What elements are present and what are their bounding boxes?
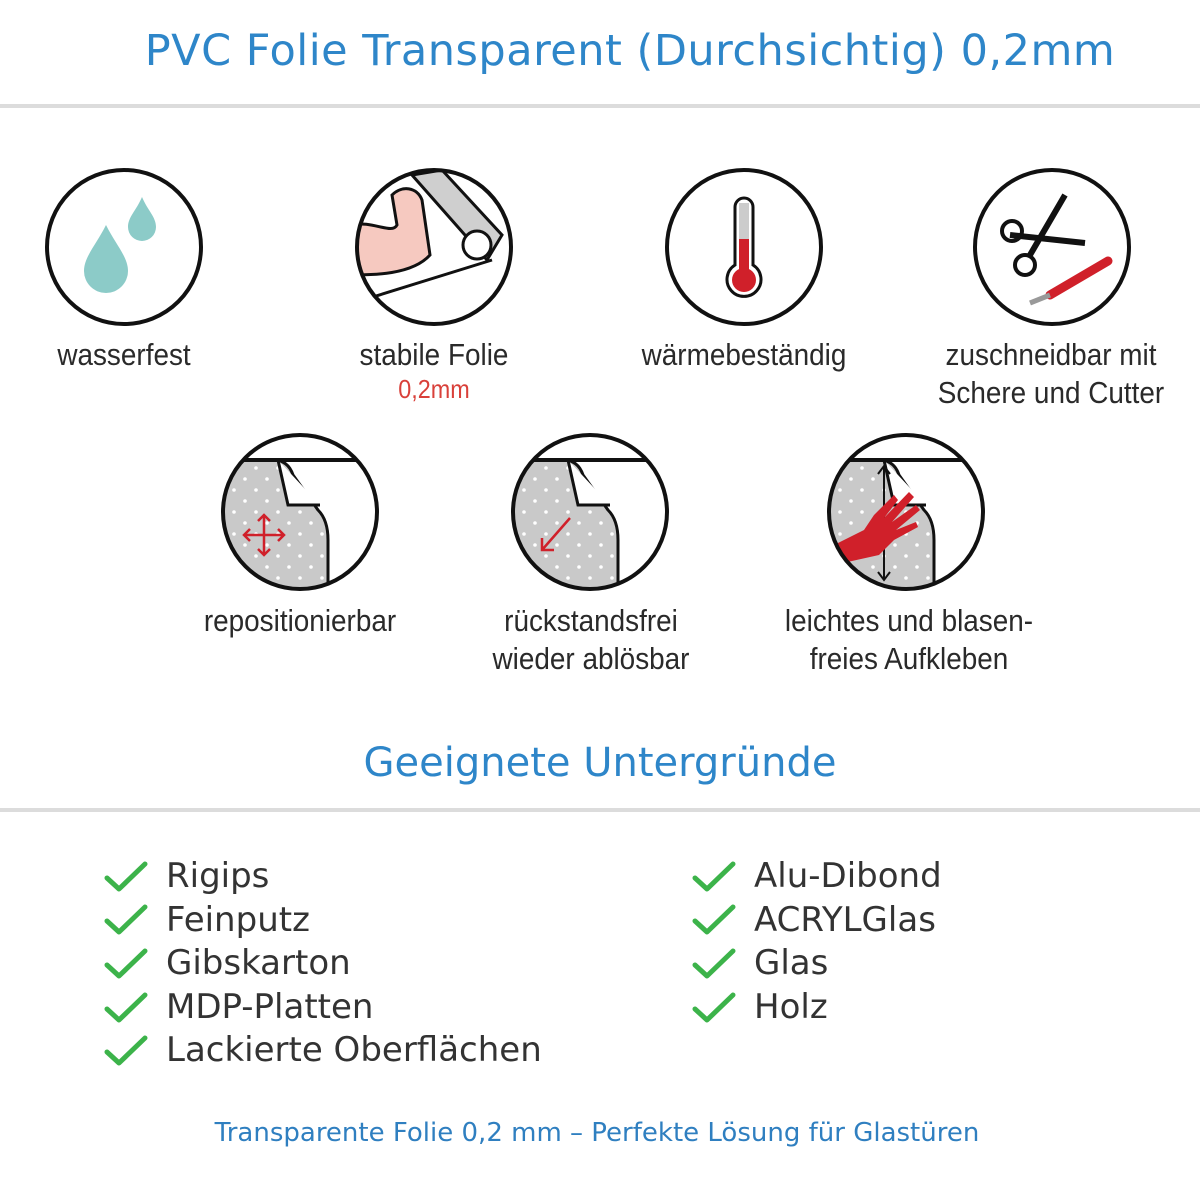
hand-smooth-icon [827, 433, 985, 591]
check-icon [104, 1034, 148, 1068]
footer-tagline: Transparente Folie 0,2 mm – Perfekte Lös… [214, 1118, 980, 1148]
feature-label-wasserfest: wasserfest [57, 337, 191, 372]
feature-label-waermebestaendig: wärmebeständig [641, 337, 847, 372]
peel-arrow-icon [511, 433, 669, 591]
page-title: PVC Folie Transparent (Durchsichtig) 0,2… [144, 26, 1116, 76]
list-item: Holz [692, 986, 942, 1030]
feature-label-zuschneidbar: zuschneidbar mit Schere und Cutter [907, 336, 1195, 412]
list-item-label: ACRYLGlas [754, 899, 936, 940]
list-item: ACRYLGlas [692, 899, 942, 943]
feature-label-line2: Schere und Cutter [937, 375, 1165, 410]
list-item: Lackierte Oberflächen [104, 1029, 542, 1073]
feature-label-stabile-folie: stabile Folie 0,2mm [290, 336, 578, 404]
check-icon [104, 903, 148, 937]
list-item-label: Lackierte Oberflächen [166, 1030, 542, 1071]
list-item: MDP-Platten [104, 986, 542, 1030]
surfaces-list-left: Rigips Feinputz Gibskarton MDP-Platten L… [104, 855, 542, 1073]
check-icon [692, 903, 736, 937]
list-item: Rigips [104, 855, 542, 899]
feature-label-repositionierbar: repositionierbar [203, 603, 397, 638]
surfaces-heading: Geeignete Untergründe [363, 740, 837, 786]
list-item-label: Holz [754, 986, 828, 1027]
list-item: Gibskarton [104, 942, 542, 986]
check-icon [692, 860, 736, 894]
feature-label-line2: wieder ablösbar [492, 641, 690, 676]
list-item-label: Gibskarton [166, 943, 351, 984]
check-icon [692, 991, 736, 1025]
check-icon [104, 991, 148, 1025]
feature-label-line1: leichtes und blasen- [784, 603, 1034, 638]
surfaces-list-right: Alu-Dibond ACRYLGlas Glas Holz [692, 855, 942, 1029]
list-item: Glas [692, 942, 942, 986]
check-icon [104, 860, 148, 894]
divider [0, 104, 1200, 108]
reposition-arrows-icon [221, 433, 379, 591]
feature-sub-thickness: 0,2mm [398, 374, 470, 404]
list-item-label: MDP-Platten [166, 986, 374, 1027]
check-icon [104, 947, 148, 981]
strong-arm-roll-icon [355, 168, 513, 326]
feature-label-line1: zuschneidbar mit [945, 337, 1157, 372]
feature-label-text: stabile Folie [359, 337, 509, 372]
list-item-label: Alu-Dibond [754, 856, 942, 896]
water-drops-icon [45, 168, 203, 326]
feature-label-rueckstandsfrei: rückstandsfrei wieder ablösbar [447, 602, 735, 678]
list-item-label: Rigips [166, 856, 270, 896]
list-item: Feinputz [104, 899, 542, 943]
divider [0, 808, 1200, 812]
list-item: Alu-Dibond [692, 855, 942, 899]
feature-label-line1: rückstandsfrei [504, 603, 678, 638]
list-item-label: Glas [754, 943, 829, 984]
check-icon [692, 947, 736, 981]
thermometer-icon [665, 168, 823, 326]
scissors-cutter-icon [973, 168, 1131, 326]
feature-label-aufkleben: leichtes und blasen-freies Aufkleben [765, 602, 1053, 678]
list-item-label: Feinputz [166, 899, 310, 940]
feature-label-line2: freies Aufkleben [809, 641, 1009, 676]
